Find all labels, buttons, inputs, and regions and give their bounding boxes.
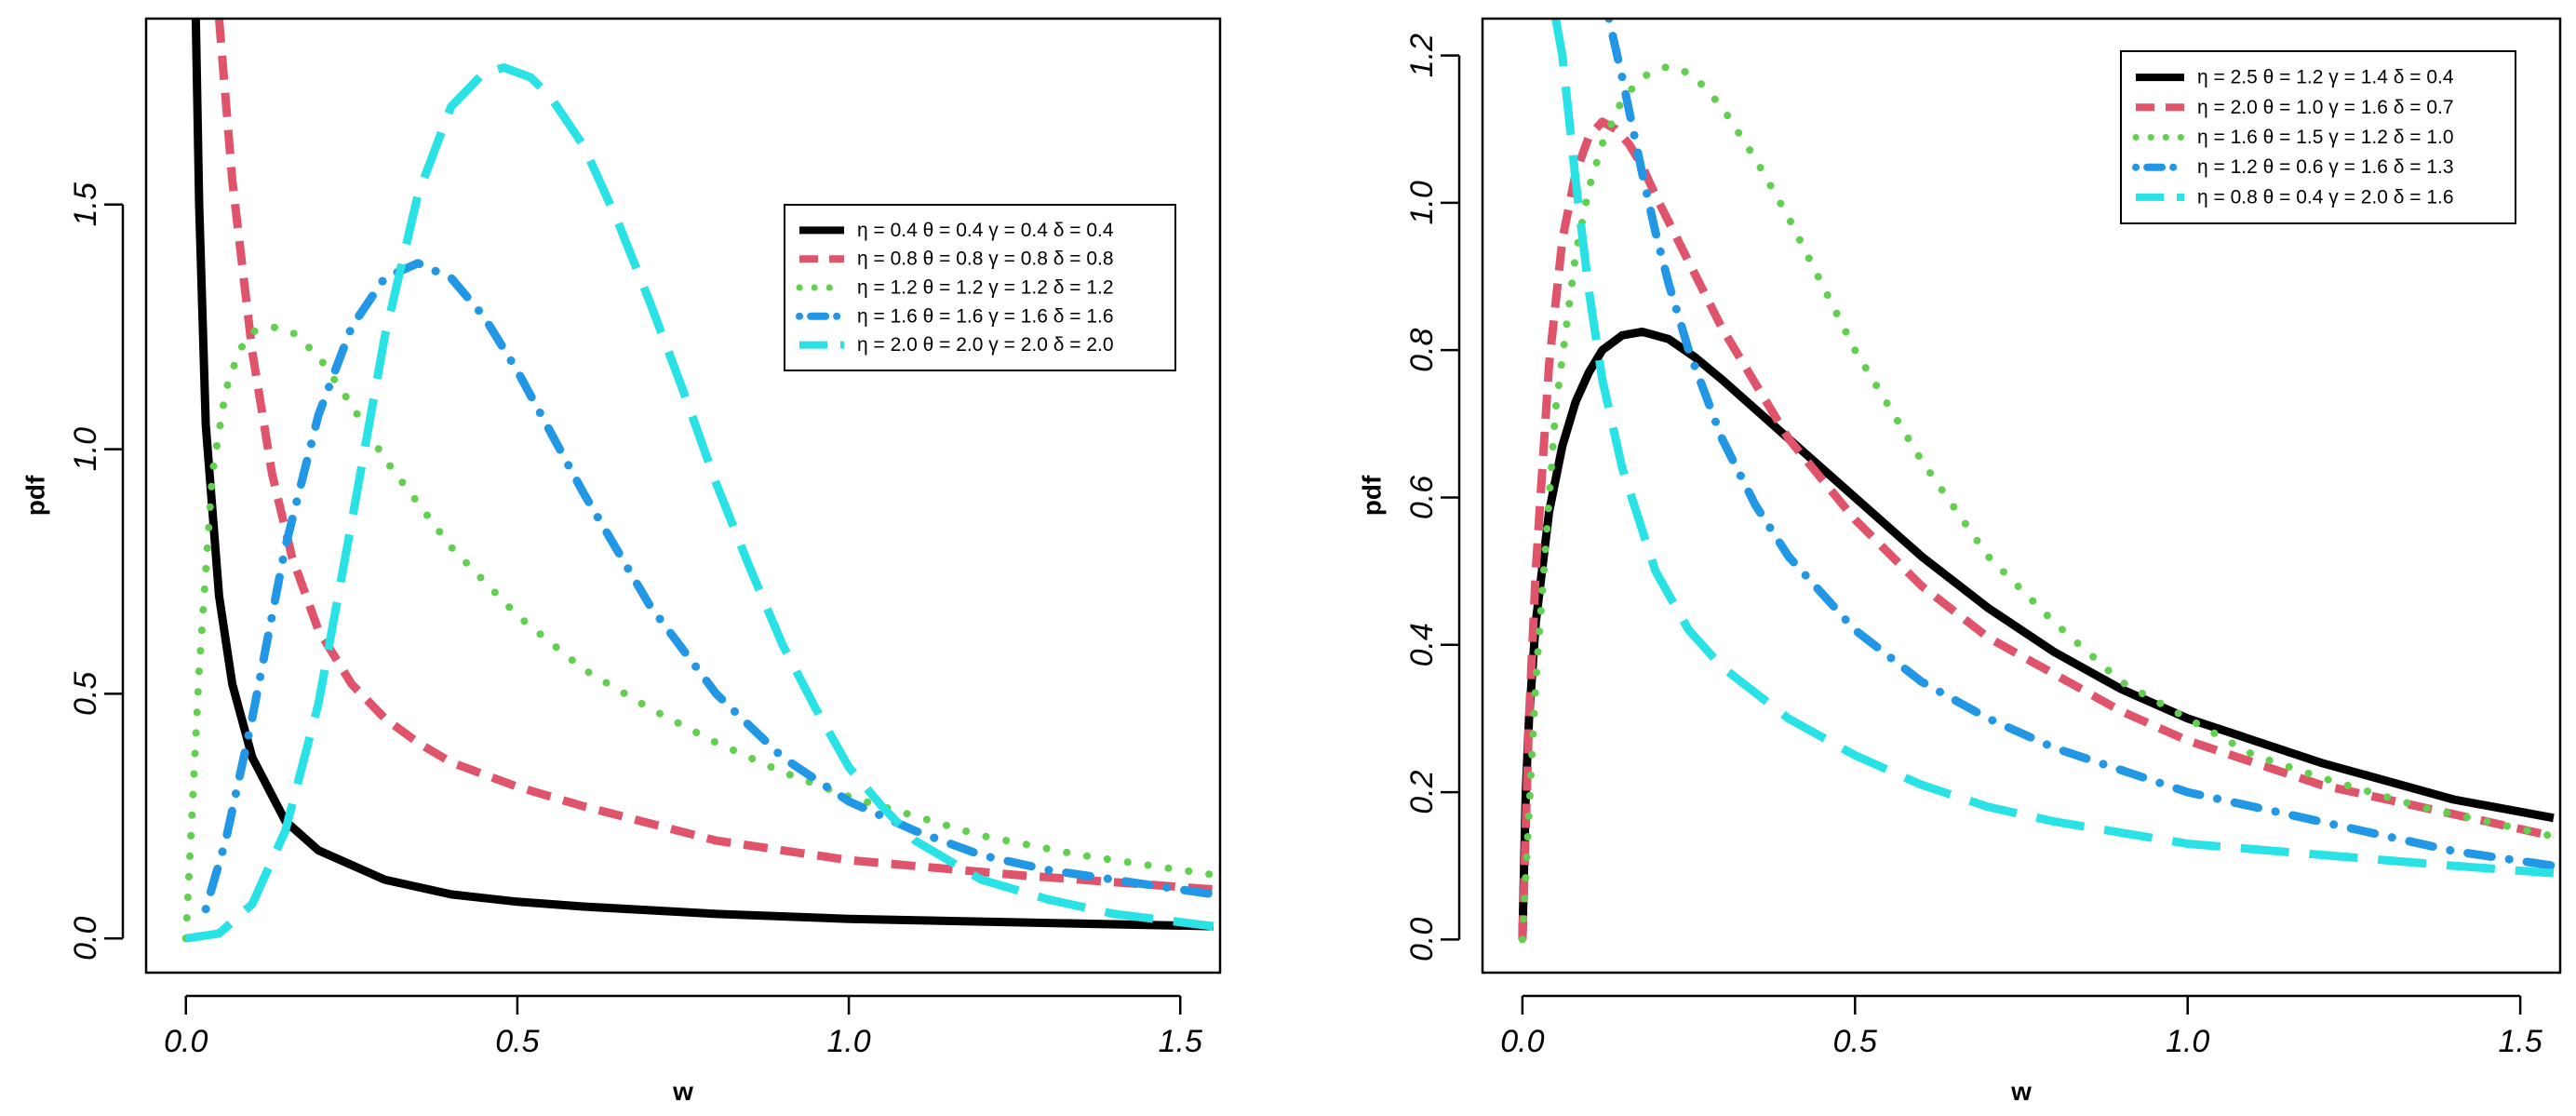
legend-box	[2120, 50, 2516, 224]
y-tick-label: 1.5	[68, 182, 103, 226]
legend: η = 2.5 θ = 1.2 γ = 1.4 δ = 0.4 η = 2.0 θ…	[2120, 50, 2516, 224]
legend-label-5: η = 2.0 θ = 2.0 γ = 2.0 δ = 2.0	[857, 334, 1114, 356]
plot-frame	[1481, 17, 2562, 975]
legend-label-3: η = 1.6 θ = 1.5 γ = 1.2 δ = 1.0	[2197, 127, 2454, 148]
x-tick-label: 1.0	[2166, 1024, 2209, 1059]
series-group	[1518, 19, 2558, 944]
y-tick-label: 0.8	[1404, 328, 1440, 371]
plot-frame	[144, 17, 1222, 975]
legend: η = 0.4 θ = 0.4 γ = 0.4 δ = 0.4 η = 0.8 θ…	[784, 204, 1176, 371]
y-tick-label: 0.6	[1404, 476, 1440, 519]
series-line-1	[191, 19, 1214, 931]
x-tick-label: 0.5	[1833, 1024, 1877, 1059]
x-tick-label: 1.5	[1159, 1024, 1202, 1059]
x-tick-label: 0.0	[164, 1024, 208, 1059]
legend-label-2: η = 0.8 θ = 0.8 γ = 0.8 δ = 0.8	[857, 249, 1114, 270]
x-tick-label: 1.0	[826, 1024, 870, 1059]
legend-label-2: η = 2.0 θ = 1.0 γ = 1.6 δ = 0.7	[2197, 97, 2454, 118]
y-tick-label: 0.4	[1404, 623, 1440, 666]
series-line-2	[214, 19, 1214, 894]
y-tick-label: 1.0	[68, 427, 103, 471]
legend-box	[784, 204, 1176, 371]
legend-label-3: η = 1.2 θ = 1.2 γ = 1.2 δ = 1.2	[857, 277, 1114, 299]
y-tick-label: 0.2	[1404, 770, 1440, 813]
y-tick-label: 0.5	[68, 672, 103, 716]
y-axis-title: pdf	[1358, 475, 1387, 516]
series-line-1	[1518, 327, 2555, 940]
x-axis-title: w	[672, 1077, 693, 1106]
series-line-2	[1518, 117, 2555, 940]
y-tick-label: 1.0	[1404, 181, 1440, 224]
legend-label-4: η = 1.2 θ = 0.6 γ = 1.6 δ = 1.3	[2197, 156, 2454, 178]
series-line-4	[1604, 19, 2558, 870]
series-line-3	[181, 323, 1217, 943]
series-line-4	[201, 259, 1218, 914]
legend-label-5: η = 0.8 θ = 0.4 γ = 2.0 δ = 1.6	[2197, 186, 2454, 208]
left-panel: 0.0 0.5 1.0 1.5 w 0.0 0.5 1.0 1.5 pdf η = 0.4 θ = …	[21, 17, 1222, 1106]
x-axis-title: w	[2010, 1077, 2032, 1106]
legend-label-4: η = 1.6 θ = 1.6 γ = 1.6 δ = 1.6	[857, 305, 1114, 327]
y-axis-title: pdf	[21, 475, 50, 516]
x-tick-label: 1.5	[2498, 1024, 2542, 1059]
legend-label-1: η = 0.4 θ = 0.4 γ = 0.4 δ = 0.4	[857, 220, 1114, 241]
x-tick-label: 0.5	[495, 1024, 539, 1059]
y-tick-label: 0.0	[1404, 918, 1440, 961]
legend-label-1: η = 2.5 θ = 1.2 γ = 1.4 δ = 0.4	[2197, 67, 2454, 88]
x-tick-label: 0.0	[1500, 1024, 1544, 1059]
series-line-5	[1551, 19, 2555, 878]
y-tick-label: 1.2	[1404, 34, 1440, 77]
series-group	[181, 19, 1218, 943]
series-line-5	[185, 63, 1214, 943]
right-panel: 0.0 0.5 1.0 1.5 w 0.0 0.2 0.4 0.6 0.8 1.0 1.2 pdf η =…	[1358, 17, 2562, 1106]
y-tick-label: 0.0	[68, 916, 103, 960]
